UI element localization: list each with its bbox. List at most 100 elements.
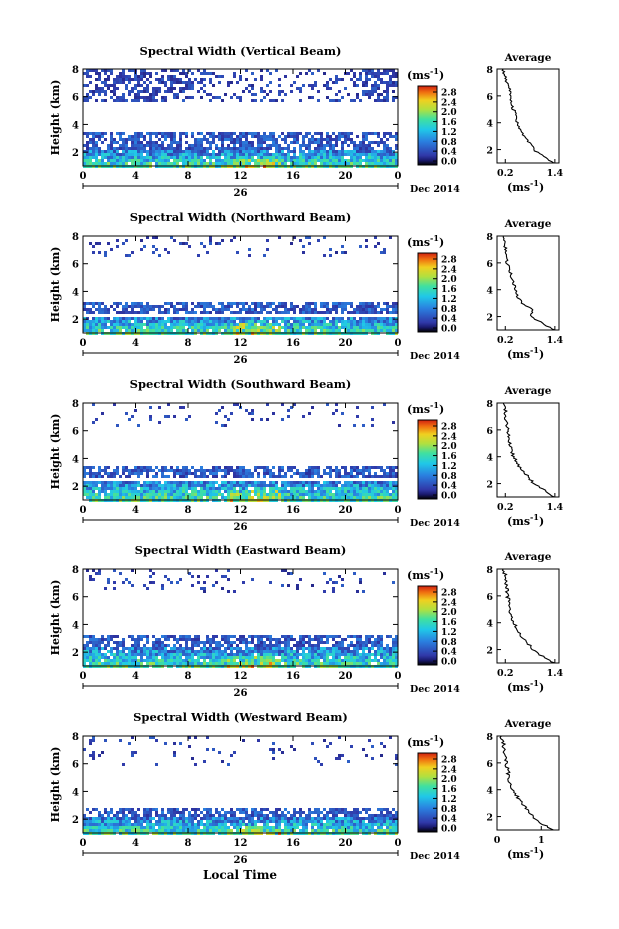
- heatmap-cell: [137, 162, 140, 165]
- heatmap-cell: [161, 656, 164, 659]
- heatmap-cell: [266, 239, 269, 242]
- heatmap-cell: [179, 326, 182, 329]
- heatmap-cell: [149, 317, 152, 320]
- heatmap-cell: [284, 475, 287, 478]
- heatmap-cell: [206, 662, 209, 665]
- heatmap-cell: [341, 311, 344, 314]
- heatmap-cell: [311, 135, 314, 138]
- heatmap-cell: [386, 481, 389, 484]
- x-tick-label: 12: [234, 671, 248, 682]
- heatmap-cell: [275, 662, 278, 665]
- heatmap-cell: [86, 156, 89, 159]
- heatmap-cell: [95, 135, 98, 138]
- heatmap-cell: [299, 496, 302, 499]
- heatmap-cell: [371, 162, 374, 165]
- heatmap-cell: [83, 653, 86, 656]
- heatmap-cell: [332, 147, 335, 150]
- heatmap-cell: [335, 159, 338, 162]
- heatmap-cell: [152, 144, 155, 147]
- heatmap-cell: [329, 248, 332, 251]
- heatmap-cell: [332, 323, 335, 326]
- heatmap-cell: [353, 75, 356, 78]
- heatmap-cell: [116, 641, 119, 644]
- heatmap-cell: [389, 69, 392, 72]
- heatmap-cell: [338, 424, 341, 427]
- heatmap-cell: [257, 302, 260, 305]
- heatmap-cell: [197, 69, 200, 72]
- heatmap-cell: [206, 475, 209, 478]
- heatmap-cell: [308, 320, 311, 323]
- heatmap-cell: [113, 87, 116, 90]
- heatmap-cell: [200, 475, 203, 478]
- heatmap-cell: [329, 472, 332, 475]
- heatmap-cell: [110, 69, 113, 72]
- heatmap-cell: [158, 481, 161, 484]
- heatmap-cell: [92, 481, 95, 484]
- heatmap-cell: [389, 78, 392, 81]
- heatmap-cell: [326, 493, 329, 496]
- heatmap-cell: [257, 329, 260, 332]
- heatmap-cell: [101, 814, 104, 817]
- heatmap-cell: [284, 329, 287, 332]
- heatmap-cell: [296, 662, 299, 665]
- heatmap-cell: [89, 829, 92, 832]
- colorbar-tick-label: 2.4: [441, 98, 457, 108]
- heatmap-cell: [140, 84, 143, 87]
- heatmap-cell: [122, 653, 125, 656]
- heatmap-cell: [119, 644, 122, 647]
- heatmap-cell: [266, 653, 269, 656]
- average-title: Average: [504, 218, 552, 230]
- heatmap-cell: [176, 96, 179, 99]
- heatmap-cell: [296, 653, 299, 656]
- heatmap-cell: [233, 656, 236, 659]
- heatmap-cell: [89, 147, 92, 150]
- heatmap-cell: [302, 144, 305, 147]
- heatmap-cell: [362, 90, 365, 93]
- heatmap-cell: [278, 144, 281, 147]
- heatmap-cell: [383, 326, 386, 329]
- heatmap-cell: [275, 641, 278, 644]
- heatmap-cell: [164, 469, 167, 472]
- heatmap-cell: [347, 662, 350, 665]
- heatmap-cell: [206, 326, 209, 329]
- heatmap-cell: [368, 656, 371, 659]
- heatmap-cell: [164, 326, 167, 329]
- heatmap-cell: [290, 475, 293, 478]
- heatmap-cell: [269, 650, 272, 653]
- heatmap-cell: [173, 93, 176, 96]
- heatmap-cell: [197, 475, 200, 478]
- heatmap-cell: [209, 472, 212, 475]
- heatmap-cell: [137, 647, 140, 650]
- heatmap-cell: [125, 323, 128, 326]
- heatmap-cell: [92, 569, 95, 572]
- heatmap-cell: [269, 490, 272, 493]
- heatmap-cell: [209, 93, 212, 96]
- heatmap-cell: [185, 323, 188, 326]
- heatmap-cell: [368, 641, 371, 644]
- heatmap-cell: [386, 132, 389, 135]
- heatmap-cell: [206, 481, 209, 484]
- colorbar-tick-label: 0.8: [441, 305, 457, 315]
- heatmap-cell: [227, 302, 230, 305]
- heatmap-cell: [317, 647, 320, 650]
- heatmap-cell: [302, 305, 305, 308]
- heatmap-cell: [242, 162, 245, 165]
- heatmap-cell: [203, 72, 206, 75]
- heatmap-cell: [143, 90, 146, 93]
- heatmap-cell: [371, 475, 374, 478]
- heatmap-cell: [104, 820, 107, 823]
- heatmap-cell: [83, 475, 86, 478]
- heatmap-cell: [395, 302, 398, 305]
- heatmap-cell: [371, 305, 374, 308]
- heatmap-cell: [362, 159, 365, 162]
- heatmap-cell: [173, 323, 176, 326]
- heatmap-cell: [347, 302, 350, 305]
- heatmap-cell: [98, 329, 101, 332]
- colorbar-tick-label: 0.4: [441, 148, 457, 158]
- heatmap-cell: [149, 159, 152, 162]
- heatmap-cell: [176, 662, 179, 665]
- heatmap-cell: [179, 659, 182, 662]
- heatmap-cell: [107, 823, 110, 826]
- heatmap-cell: [152, 150, 155, 153]
- heatmap-cell: [197, 469, 200, 472]
